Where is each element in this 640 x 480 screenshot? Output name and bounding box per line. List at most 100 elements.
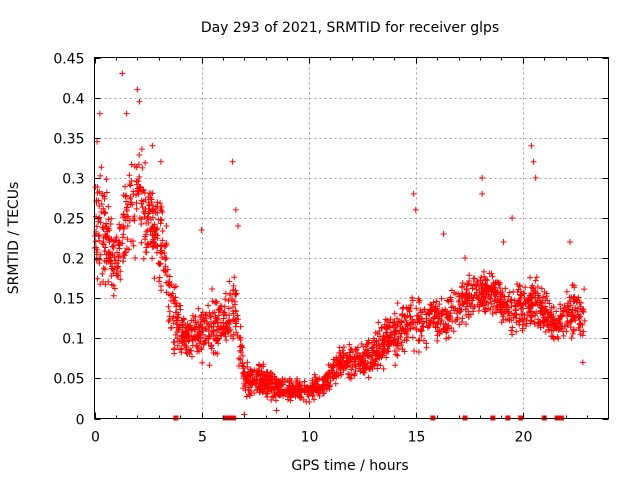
data-point bbox=[528, 317, 535, 324]
data-point bbox=[463, 321, 470, 328]
data-point bbox=[119, 70, 126, 77]
data-point bbox=[385, 348, 392, 355]
data-point bbox=[569, 282, 576, 289]
data-point bbox=[372, 329, 379, 336]
data-point bbox=[351, 354, 358, 361]
data-point bbox=[432, 324, 439, 331]
data-point bbox=[108, 272, 115, 279]
data-point bbox=[523, 320, 530, 327]
data-point bbox=[456, 293, 463, 300]
data-point bbox=[432, 306, 439, 313]
data-point bbox=[130, 191, 137, 198]
data-point bbox=[463, 303, 470, 310]
data-point bbox=[321, 390, 328, 397]
data-point bbox=[346, 349, 353, 356]
data-point bbox=[180, 316, 187, 323]
data-point bbox=[96, 202, 103, 209]
data-point bbox=[336, 344, 343, 351]
data-point bbox=[157, 158, 164, 165]
data-point bbox=[140, 198, 147, 205]
data-point bbox=[489, 310, 496, 317]
data-point bbox=[205, 336, 212, 343]
data-point bbox=[184, 350, 191, 357]
data-point bbox=[363, 346, 370, 353]
data-point bbox=[401, 312, 408, 319]
data-point bbox=[157, 247, 164, 254]
data-point bbox=[171, 346, 178, 353]
data-point bbox=[431, 318, 438, 325]
data-point bbox=[348, 366, 355, 373]
y-tick-label: 0.05 bbox=[53, 372, 84, 388]
data-point bbox=[400, 326, 407, 333]
data-point bbox=[237, 323, 244, 330]
data-point bbox=[508, 296, 515, 303]
data-point bbox=[184, 320, 191, 327]
data-point bbox=[169, 315, 176, 322]
data-point bbox=[203, 311, 210, 318]
data-point bbox=[548, 304, 555, 311]
data-point bbox=[536, 302, 543, 309]
data-point bbox=[296, 388, 303, 395]
data-point bbox=[399, 346, 406, 353]
data-point bbox=[484, 277, 491, 284]
data-point bbox=[394, 300, 401, 307]
data-point bbox=[258, 363, 265, 370]
data-point bbox=[187, 324, 194, 331]
data-point bbox=[138, 221, 145, 228]
data-point bbox=[106, 249, 113, 256]
data-point bbox=[139, 164, 146, 171]
data-point bbox=[106, 239, 113, 246]
data-point bbox=[546, 300, 553, 307]
data-point bbox=[216, 306, 223, 313]
data-point bbox=[519, 321, 526, 328]
data-point bbox=[438, 295, 445, 302]
data-point bbox=[109, 243, 116, 250]
data-point bbox=[418, 315, 425, 322]
data-point bbox=[389, 319, 396, 326]
data-point bbox=[513, 319, 520, 326]
data-point bbox=[200, 331, 207, 338]
data-point bbox=[443, 335, 450, 342]
data-point bbox=[488, 291, 495, 298]
data-point bbox=[576, 321, 583, 328]
data-point bbox=[506, 289, 513, 296]
data-point bbox=[215, 306, 222, 313]
data-point bbox=[337, 369, 344, 376]
data-point bbox=[442, 321, 449, 328]
data-point bbox=[212, 319, 219, 326]
data-point bbox=[416, 336, 423, 343]
data-point bbox=[213, 326, 220, 333]
data-point bbox=[177, 306, 184, 313]
data-point bbox=[509, 331, 516, 338]
data-point bbox=[126, 217, 133, 224]
data-point bbox=[436, 313, 443, 320]
data-point bbox=[199, 327, 206, 334]
data-point bbox=[482, 276, 489, 283]
data-point bbox=[189, 312, 196, 319]
data-point bbox=[217, 332, 224, 339]
data-point bbox=[144, 213, 151, 220]
data-point bbox=[391, 331, 398, 338]
data-point bbox=[480, 268, 487, 275]
data-point bbox=[154, 199, 161, 206]
data-point bbox=[163, 272, 170, 279]
data-point bbox=[368, 339, 375, 346]
data-point bbox=[409, 294, 416, 301]
data-point bbox=[237, 347, 244, 354]
data-point bbox=[143, 249, 150, 256]
data-point bbox=[482, 294, 489, 301]
data-point bbox=[208, 323, 215, 330]
data-point bbox=[580, 328, 587, 335]
data-point bbox=[122, 248, 129, 255]
data-point bbox=[127, 201, 134, 208]
data-point bbox=[188, 353, 195, 360]
data-point bbox=[512, 306, 519, 313]
data-point bbox=[269, 393, 276, 400]
x-tick-label: 20 bbox=[515, 430, 533, 446]
data-point bbox=[561, 323, 568, 330]
data-point bbox=[189, 337, 196, 344]
data-point bbox=[380, 365, 387, 372]
data-point bbox=[223, 320, 230, 327]
data-point bbox=[443, 329, 450, 336]
data-point bbox=[348, 372, 355, 379]
